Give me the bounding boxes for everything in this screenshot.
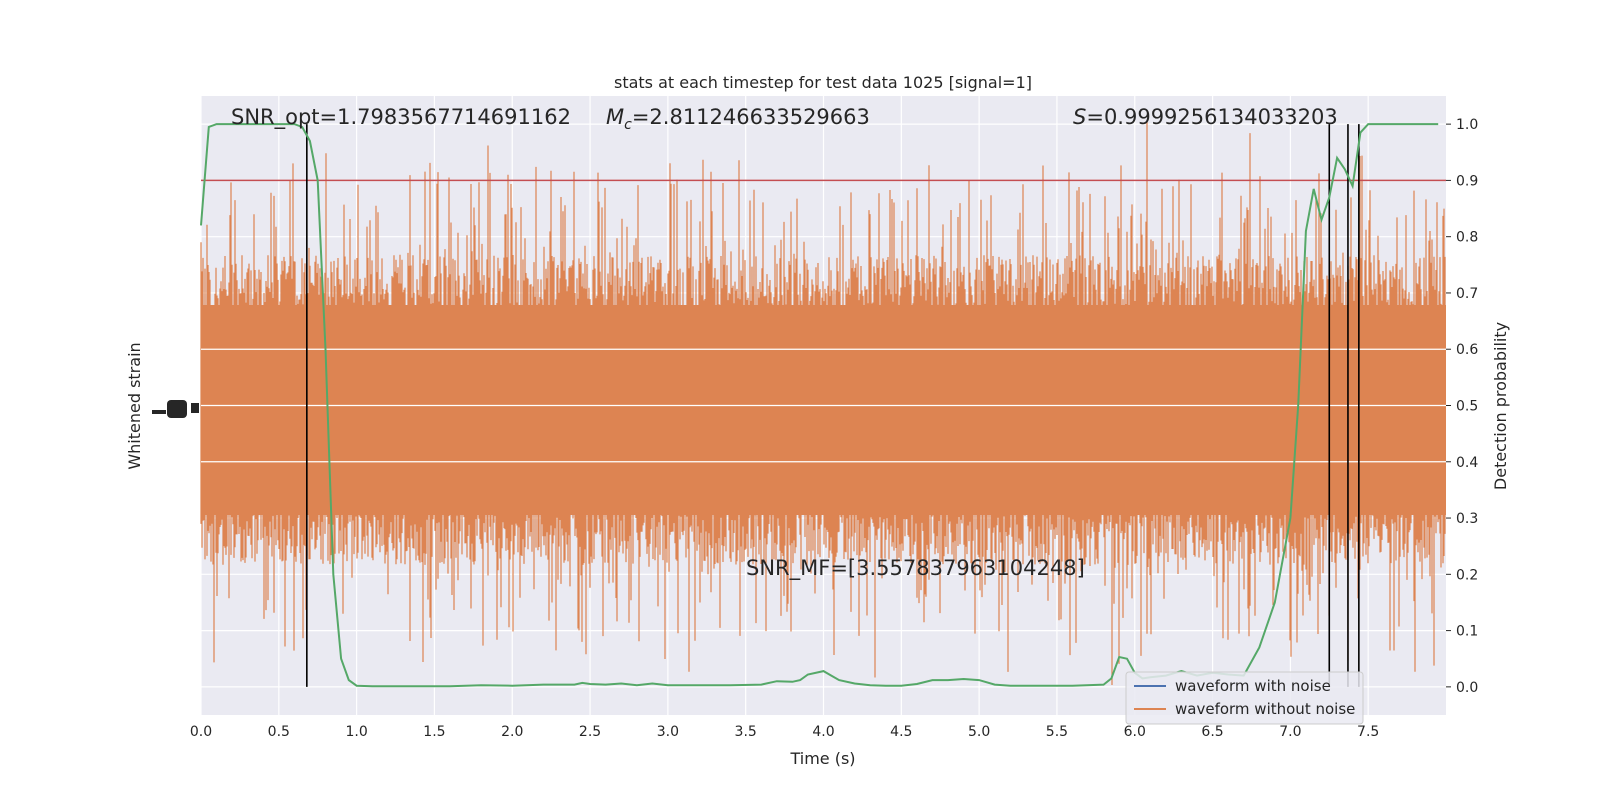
mc-value: =2.811246633529663 (632, 105, 870, 129)
vertical-lines (306, 124, 1360, 687)
right-y-axis-label: Detection probability (1491, 322, 1510, 490)
snr-opt-annotation: SNR_opt=1.7983567714691162 (231, 105, 571, 130)
left-tick-blob (167, 400, 187, 418)
x-axis-label: Time (s) (789, 749, 855, 768)
y-tick-label: 0.2 (1456, 567, 1478, 583)
x-tick-label: 6.5 (1201, 724, 1223, 740)
x-tick-label: 2.5 (579, 724, 601, 740)
s-annotation: S=0.9999256134033203 (1073, 105, 1338, 129)
legend-label-with-noise: waveform with noise (1175, 677, 1331, 695)
strain-dense-band (201, 305, 1446, 515)
y-tick-label: 0.9 (1456, 173, 1478, 189)
x-tick-label: 6.0 (1124, 724, 1146, 740)
left-tick-blob (152, 410, 166, 414)
x-tick-label: 4.0 (812, 724, 834, 740)
y-tick-label: 0.4 (1456, 455, 1478, 471)
mc-symbol: M (606, 105, 624, 129)
legend: waveform with noise waveform without noi… (1125, 671, 1364, 725)
x-tick-label: 7.5 (1357, 724, 1379, 740)
y-tick-label: 0.7 (1456, 286, 1478, 302)
x-tick-label: 5.0 (968, 724, 990, 740)
left-axis-overlapping-ticks (152, 400, 199, 418)
legend-box (1125, 671, 1364, 725)
x-tick-label: 1.0 (345, 724, 367, 740)
probability-line (200, 123, 1439, 688)
legend-label-without-noise: waveform without noise (1175, 700, 1355, 718)
y-tick-label: 0.5 (1456, 399, 1478, 415)
strain-series (200, 122, 1446, 685)
s-value: =0.9999256134033203 (1086, 105, 1337, 129)
y-tick-label: 0.0 (1456, 680, 1478, 696)
x-tick-label: 4.5 (890, 724, 912, 740)
y-tick-label: 1.0 (1456, 117, 1478, 133)
s-symbol: S (1073, 105, 1086, 129)
x-tick-labels: 0.0 0.5 1.0 1.5 2.0 2.5 3.0 3.5 4.0 4.5 5.0 5.5 6.0 6… (190, 724, 1379, 740)
x-tick-label: 5.5 (1046, 724, 1068, 740)
mc-subscript: c (624, 117, 632, 133)
y-tick-label: 0.6 (1456, 342, 1478, 358)
left-y-axis-label: Whitened strain (125, 342, 144, 469)
y-tick-label: 0.3 (1456, 511, 1478, 527)
x-tick-label: 0.5 (268, 724, 290, 740)
y-tick-label: 0.8 (1456, 230, 1478, 246)
x-tick-label: 2.0 (501, 724, 523, 740)
y-tick-label: 0.1 (1456, 624, 1478, 640)
y-tick-labels: 0.0 0.1 0.2 0.3 0.4 0.5 0.6 0.7 0.8 0.9 1.0 (1446, 117, 1478, 696)
left-tick-blob (191, 403, 199, 413)
x-tick-label: 0.0 (190, 724, 212, 740)
x-tick-label: 7.0 (1279, 724, 1301, 740)
x-tick-label: 1.5 (423, 724, 445, 740)
x-tick-label: 3.0 (657, 724, 679, 740)
snr-mf-annotation: SNR_MF=[3.557837963104248] (746, 556, 1085, 581)
mc-annotation: Mc=2.811246633529663 (606, 105, 870, 133)
x-tick-label: 3.5 (735, 724, 757, 740)
chart-title: stats at each timestep for test data 102… (614, 73, 1032, 92)
